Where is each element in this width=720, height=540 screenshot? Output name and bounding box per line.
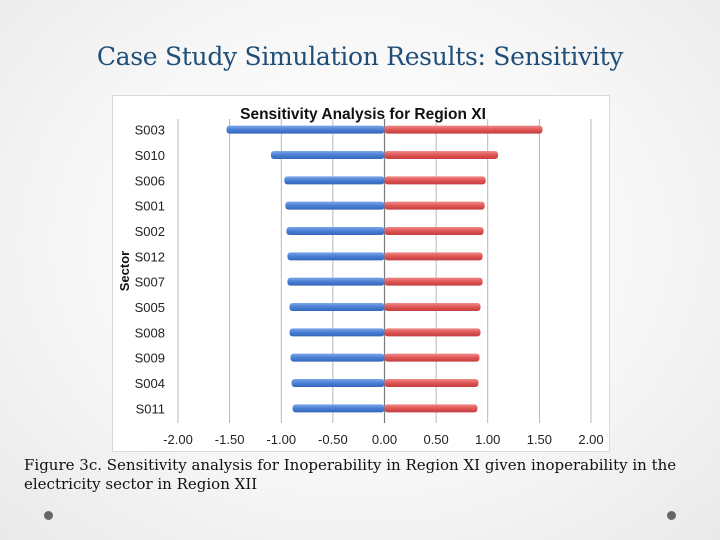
y-tick-label: S004 <box>135 376 165 391</box>
bar-S003-pos <box>384 125 543 134</box>
bar-S001-neg <box>285 201 385 210</box>
bar-S005-pos <box>384 303 481 311</box>
bar-S010-neg <box>270 151 385 159</box>
y-tick-label: S012 <box>135 249 165 264</box>
chart-frame: -2.00 -1.50 -1.00 -0.50 0.00 0.50 1.00 1.50 2.00… <box>112 95 610 452</box>
nav-dot-right <box>667 511 676 520</box>
x-tick-label: -0.50 <box>318 432 348 447</box>
bar-S007-pos <box>384 277 483 286</box>
bar-S011-neg <box>292 404 385 413</box>
y-axis-label: Sector <box>117 251 132 291</box>
y-tick-label: S001 <box>135 199 165 214</box>
x-tick-label: 2.00 <box>578 432 603 447</box>
bar-S009-neg <box>290 353 385 362</box>
bar-S010-pos <box>384 151 499 159</box>
x-tick-label: -1.00 <box>266 432 296 447</box>
y-tick-label: S007 <box>135 275 165 290</box>
y-tick-label: S006 <box>135 173 165 188</box>
figure-caption: Figure 3c. Sensitivity analysis for Inop… <box>24 456 677 493</box>
slide-title-line1: Case Study Simulation Results: Sensitivi… <box>96 42 624 71</box>
bar-S004-neg <box>291 379 385 387</box>
x-tick-label: 1.50 <box>527 432 552 447</box>
bar-S006-pos <box>384 176 486 185</box>
y-tick-label: S003 <box>135 123 165 138</box>
bar-S001-pos <box>384 201 485 210</box>
bar-S006-neg <box>284 176 385 185</box>
chart-svg: -2.00 -1.50 -1.00 -0.50 0.00 0.50 1.00 1.50 2.00… <box>117 106 604 447</box>
bar-S005-neg <box>289 303 385 311</box>
bar-S008-pos <box>384 328 481 337</box>
bar-S007-neg <box>287 277 385 286</box>
chart-title: Sensitivity Analysis for Region XI <box>240 106 486 123</box>
bar-S011-pos <box>384 404 478 413</box>
y-tick-label: S010 <box>135 148 165 163</box>
nav-dot-left <box>44 511 53 520</box>
bar-S008-neg <box>289 328 385 337</box>
bar-S002-pos <box>384 227 484 235</box>
y-tick-label: S009 <box>135 351 165 366</box>
y-tick-label: S002 <box>135 224 165 239</box>
x-tick-label: 0.00 <box>372 432 397 447</box>
bar-S004-pos <box>384 379 479 387</box>
y-tick-label: S005 <box>135 300 165 315</box>
x-tick-label: 0.50 <box>423 432 448 447</box>
x-tick-label: -2.00 <box>163 432 193 447</box>
bar-S012-pos <box>384 252 483 261</box>
y-tick-label: S011 <box>136 401 165 416</box>
y-tick-label: S008 <box>135 325 165 340</box>
bar-S003-neg <box>226 125 385 134</box>
bar-S012-neg <box>287 252 385 261</box>
x-tick-label: -1.50 <box>215 432 245 447</box>
bar-S002-neg <box>286 227 385 235</box>
bar-S009-pos <box>384 353 480 362</box>
x-tick-label: 1.00 <box>475 432 500 447</box>
